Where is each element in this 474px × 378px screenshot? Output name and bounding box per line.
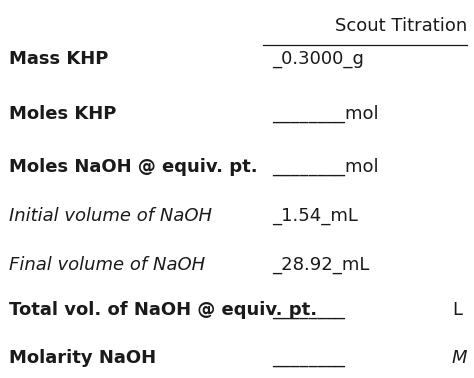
Text: _1.54_mL: _1.54_mL [273,207,358,225]
Text: _0.3000_g: _0.3000_g [273,50,365,68]
Text: Initial volume of NaOH: Initial volume of NaOH [9,207,212,225]
Text: _28.92_mL: _28.92_mL [273,256,370,274]
Text: Molarity NaOH: Molarity NaOH [9,349,156,367]
Text: Mass KHP: Mass KHP [9,50,109,68]
Text: Scout Titration: Scout Titration [335,17,467,35]
Text: Moles KHP: Moles KHP [9,105,117,123]
Text: Moles NaOH @ equiv. pt.: Moles NaOH @ equiv. pt. [9,158,258,176]
Text: Total vol. of NaOH @ equiv. pt.: Total vol. of NaOH @ equiv. pt. [9,301,318,319]
Text: ________mol: ________mol [273,158,379,176]
Text: L: L [452,301,462,319]
Text: ________: ________ [273,349,346,367]
Text: Final volume of NaOH: Final volume of NaOH [9,256,206,274]
Text: ________: ________ [273,301,346,319]
Text: ________mol: ________mol [273,105,379,123]
Text: M: M [451,349,467,367]
